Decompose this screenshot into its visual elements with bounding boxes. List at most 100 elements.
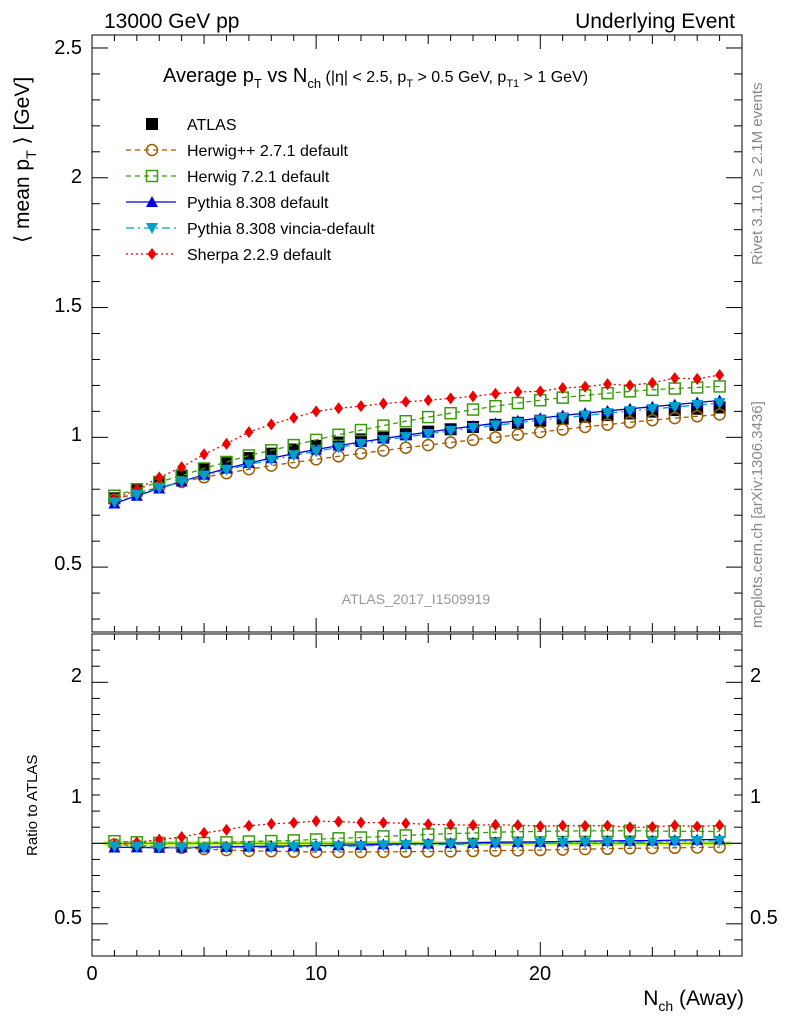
point-sherpa [199, 448, 209, 461]
point-herwigpp [511, 428, 525, 441]
legend-label-herwig7: Herwig 7.2.1 default [187, 169, 330, 186]
point-vincia [579, 410, 592, 422]
point-vincia [198, 470, 211, 482]
ratio-y-axis-label: Ratio to ATLAS [24, 755, 41, 856]
point-vincia [287, 450, 300, 462]
point-vincia [579, 837, 592, 849]
point-vincia [489, 420, 502, 432]
point-vincia [601, 837, 614, 849]
point-sherpa [266, 418, 276, 431]
point-vincia [287, 842, 300, 854]
analysis-id: ATLAS_2017_I1509919 [342, 591, 491, 607]
point-sherpa [311, 815, 321, 828]
point-vincia [265, 454, 278, 466]
point-vincia [198, 842, 211, 854]
point-vincia [422, 428, 435, 440]
point-sherpa [625, 379, 635, 392]
point-herwigpp [534, 425, 547, 439]
point-sherpa [401, 395, 411, 408]
point-sherpa [580, 819, 590, 832]
point-vincia [713, 835, 726, 847]
point-vincia [623, 837, 636, 849]
point-herwig7 [377, 419, 390, 432]
ratio-ytick-label-right: 2 [750, 665, 761, 687]
point-vincia [153, 482, 166, 494]
legend-marker-herwigpp [145, 143, 159, 157]
main-axis-ticks [91, 35, 743, 632]
point-sherpa [535, 820, 545, 833]
point-vincia [354, 438, 367, 450]
ratio-ytick-label-right: 1 [750, 786, 761, 808]
series-line-herwigpp [114, 843, 720, 853]
point-vincia [332, 442, 345, 454]
point-sherpa [670, 819, 680, 832]
main-ytick-label: 2 [71, 166, 82, 188]
legend-marker-herwig7 [145, 169, 159, 183]
main-ytick-label: 1 [71, 424, 82, 446]
point-sherpa [692, 372, 702, 385]
point-vincia [646, 836, 659, 848]
legend-label-herwigpp: Herwig++ 2.7.1 default [187, 143, 349, 160]
point-sherpa [715, 819, 725, 832]
legend-label-atlas: ATLAS [187, 117, 237, 134]
point-sherpa [513, 385, 523, 398]
ratio-panel-frame [91, 633, 743, 957]
point-vincia [242, 842, 255, 854]
point-sherpa [580, 380, 590, 393]
series-line-vincia [114, 402, 720, 503]
point-sherpa [490, 387, 500, 400]
point-sherpa [177, 461, 187, 474]
point-sherpa [356, 400, 366, 413]
point-vincia [668, 401, 681, 413]
point-herwigpp [489, 431, 502, 444]
point-vincia [668, 836, 681, 848]
legend-marker-atlas [146, 118, 158, 130]
header-right: Underlying Event [575, 10, 735, 33]
point-sherpa [221, 437, 231, 450]
point-sherpa [468, 390, 478, 403]
ratio-axis-ticks [91, 634, 743, 956]
point-sherpa [692, 820, 702, 833]
point-vincia [713, 398, 726, 410]
point-sherpa [356, 816, 366, 829]
legend-label-pythia: Pythia 8.308 default [187, 195, 329, 212]
point-vincia [511, 838, 524, 850]
point-sherpa [603, 378, 613, 391]
xtick-label: 20 [529, 963, 551, 985]
legend-marker-pythia [146, 196, 158, 207]
point-sherpa [558, 382, 568, 395]
xtick-label: 0 [86, 963, 97, 985]
point-herwigpp [466, 433, 480, 447]
point-vincia [646, 404, 659, 416]
point-sherpa [625, 821, 635, 834]
point-herwigpp [444, 436, 457, 449]
point-herwig7 [444, 406, 457, 420]
point-vincia [153, 842, 166, 854]
header-left: 13000 GeV pp [104, 10, 239, 33]
series-line-pythia [114, 838, 720, 849]
point-sherpa [266, 817, 276, 830]
point-sherpa [401, 817, 411, 830]
point-sherpa [378, 397, 388, 410]
main-y-tick-labels: 0.5 1 1.5 2 2.5 [54, 37, 82, 575]
legend-label-sherpa: Sherpa 2.2.9 default [187, 247, 332, 264]
point-vincia [467, 422, 480, 434]
point-sherpa [221, 823, 231, 836]
main-ytick-label: 1.5 [54, 295, 82, 317]
ratio-ytick-label: 2 [71, 665, 82, 687]
point-vincia [130, 489, 143, 501]
point-sherpa [468, 819, 478, 832]
point-vincia [444, 425, 457, 437]
point-vincia [175, 842, 188, 854]
point-herwig7 [489, 399, 502, 413]
point-sherpa [177, 831, 187, 844]
point-vincia [265, 842, 278, 854]
series-line-sherpa [114, 374, 720, 501]
point-sherpa [423, 394, 433, 407]
point-vincia [556, 837, 569, 849]
point-herwig7 [399, 414, 413, 428]
point-vincia [377, 435, 390, 447]
main-series [108, 369, 726, 509]
point-vincia [534, 415, 547, 427]
point-vincia [130, 841, 143, 853]
